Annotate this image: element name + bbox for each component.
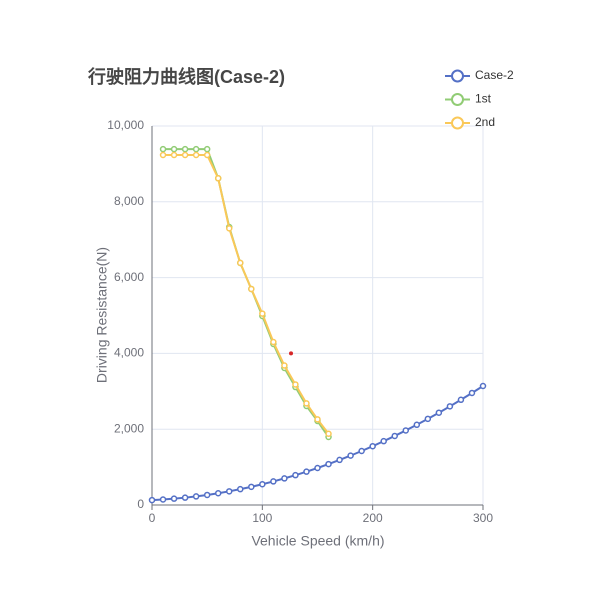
x-tick-label: 300	[473, 511, 493, 525]
y-tick-label: 0	[137, 497, 144, 511]
legend-icon	[451, 116, 464, 130]
y-tick-label: 8,000	[114, 194, 144, 208]
y-axis-label: Driving Resistance(N)	[94, 247, 110, 383]
data-point	[435, 409, 443, 416]
data-point	[314, 464, 321, 472]
series-line	[151, 385, 484, 502]
data-point	[292, 381, 299, 388]
y-tick-label: 4,000	[114, 346, 144, 360]
x-tick-label: 0	[149, 511, 156, 525]
series-line	[163, 148, 330, 438]
data-point	[479, 382, 487, 390]
data-point	[192, 145, 200, 153]
legend-label: 1st	[475, 92, 492, 106]
legend-label: Case-2	[475, 68, 514, 82]
data-point	[181, 151, 189, 159]
data-point	[358, 447, 365, 455]
x-axis-label: Vehicle Speed (km/h)	[251, 533, 384, 549]
data-point	[237, 485, 244, 493]
data-point	[336, 456, 343, 464]
data-point	[380, 437, 387, 445]
data-point	[214, 175, 222, 182]
data-point	[446, 403, 454, 410]
data-point	[181, 145, 189, 153]
data-point	[170, 495, 178, 502]
y-tick-label: 10,000	[107, 118, 144, 132]
data-point	[181, 494, 189, 501]
data-point	[391, 432, 398, 440]
data-point	[225, 225, 233, 232]
data-point	[248, 285, 255, 293]
data-point	[259, 310, 266, 317]
data-point	[303, 400, 310, 407]
data-point	[170, 151, 178, 159]
data-point	[192, 151, 200, 159]
data-point	[314, 416, 321, 423]
legend-icon	[451, 69, 464, 83]
data-point	[248, 483, 255, 491]
data-point	[214, 490, 222, 497]
marker-point	[289, 351, 294, 356]
data-point	[159, 151, 167, 159]
data-point	[402, 427, 410, 434]
x-tick-label: 100	[252, 511, 272, 525]
data-point	[203, 491, 211, 499]
data-point	[159, 496, 167, 503]
data-point	[468, 389, 476, 397]
data-point	[203, 151, 211, 159]
data-point	[303, 468, 310, 475]
chart-title: 行驶阻力曲线图(Case-2)	[87, 66, 285, 87]
series-line	[163, 153, 330, 435]
data-point	[259, 480, 266, 488]
data-point	[347, 452, 354, 459]
data-point	[457, 396, 465, 404]
data-point	[270, 478, 277, 485]
legend-icon	[451, 93, 464, 106]
data-point	[159, 145, 167, 153]
legend-label: 2nd	[475, 115, 495, 129]
data-point	[325, 460, 332, 468]
data-point	[270, 338, 277, 346]
data-point	[148, 496, 156, 504]
data-point	[281, 362, 288, 369]
data-point	[192, 493, 200, 500]
data-point	[203, 145, 211, 153]
data-point	[292, 471, 299, 479]
data-point	[225, 488, 233, 495]
data-point	[424, 415, 432, 423]
data-point	[413, 421, 421, 429]
y-tick-label: 6,000	[114, 270, 144, 284]
x-tick-label: 200	[363, 511, 383, 525]
data-point	[281, 475, 288, 482]
data-point	[170, 145, 178, 153]
y-tick-label: 2,000	[114, 421, 144, 435]
data-point	[325, 430, 332, 437]
data-point	[369, 442, 376, 450]
data-point	[237, 259, 244, 267]
